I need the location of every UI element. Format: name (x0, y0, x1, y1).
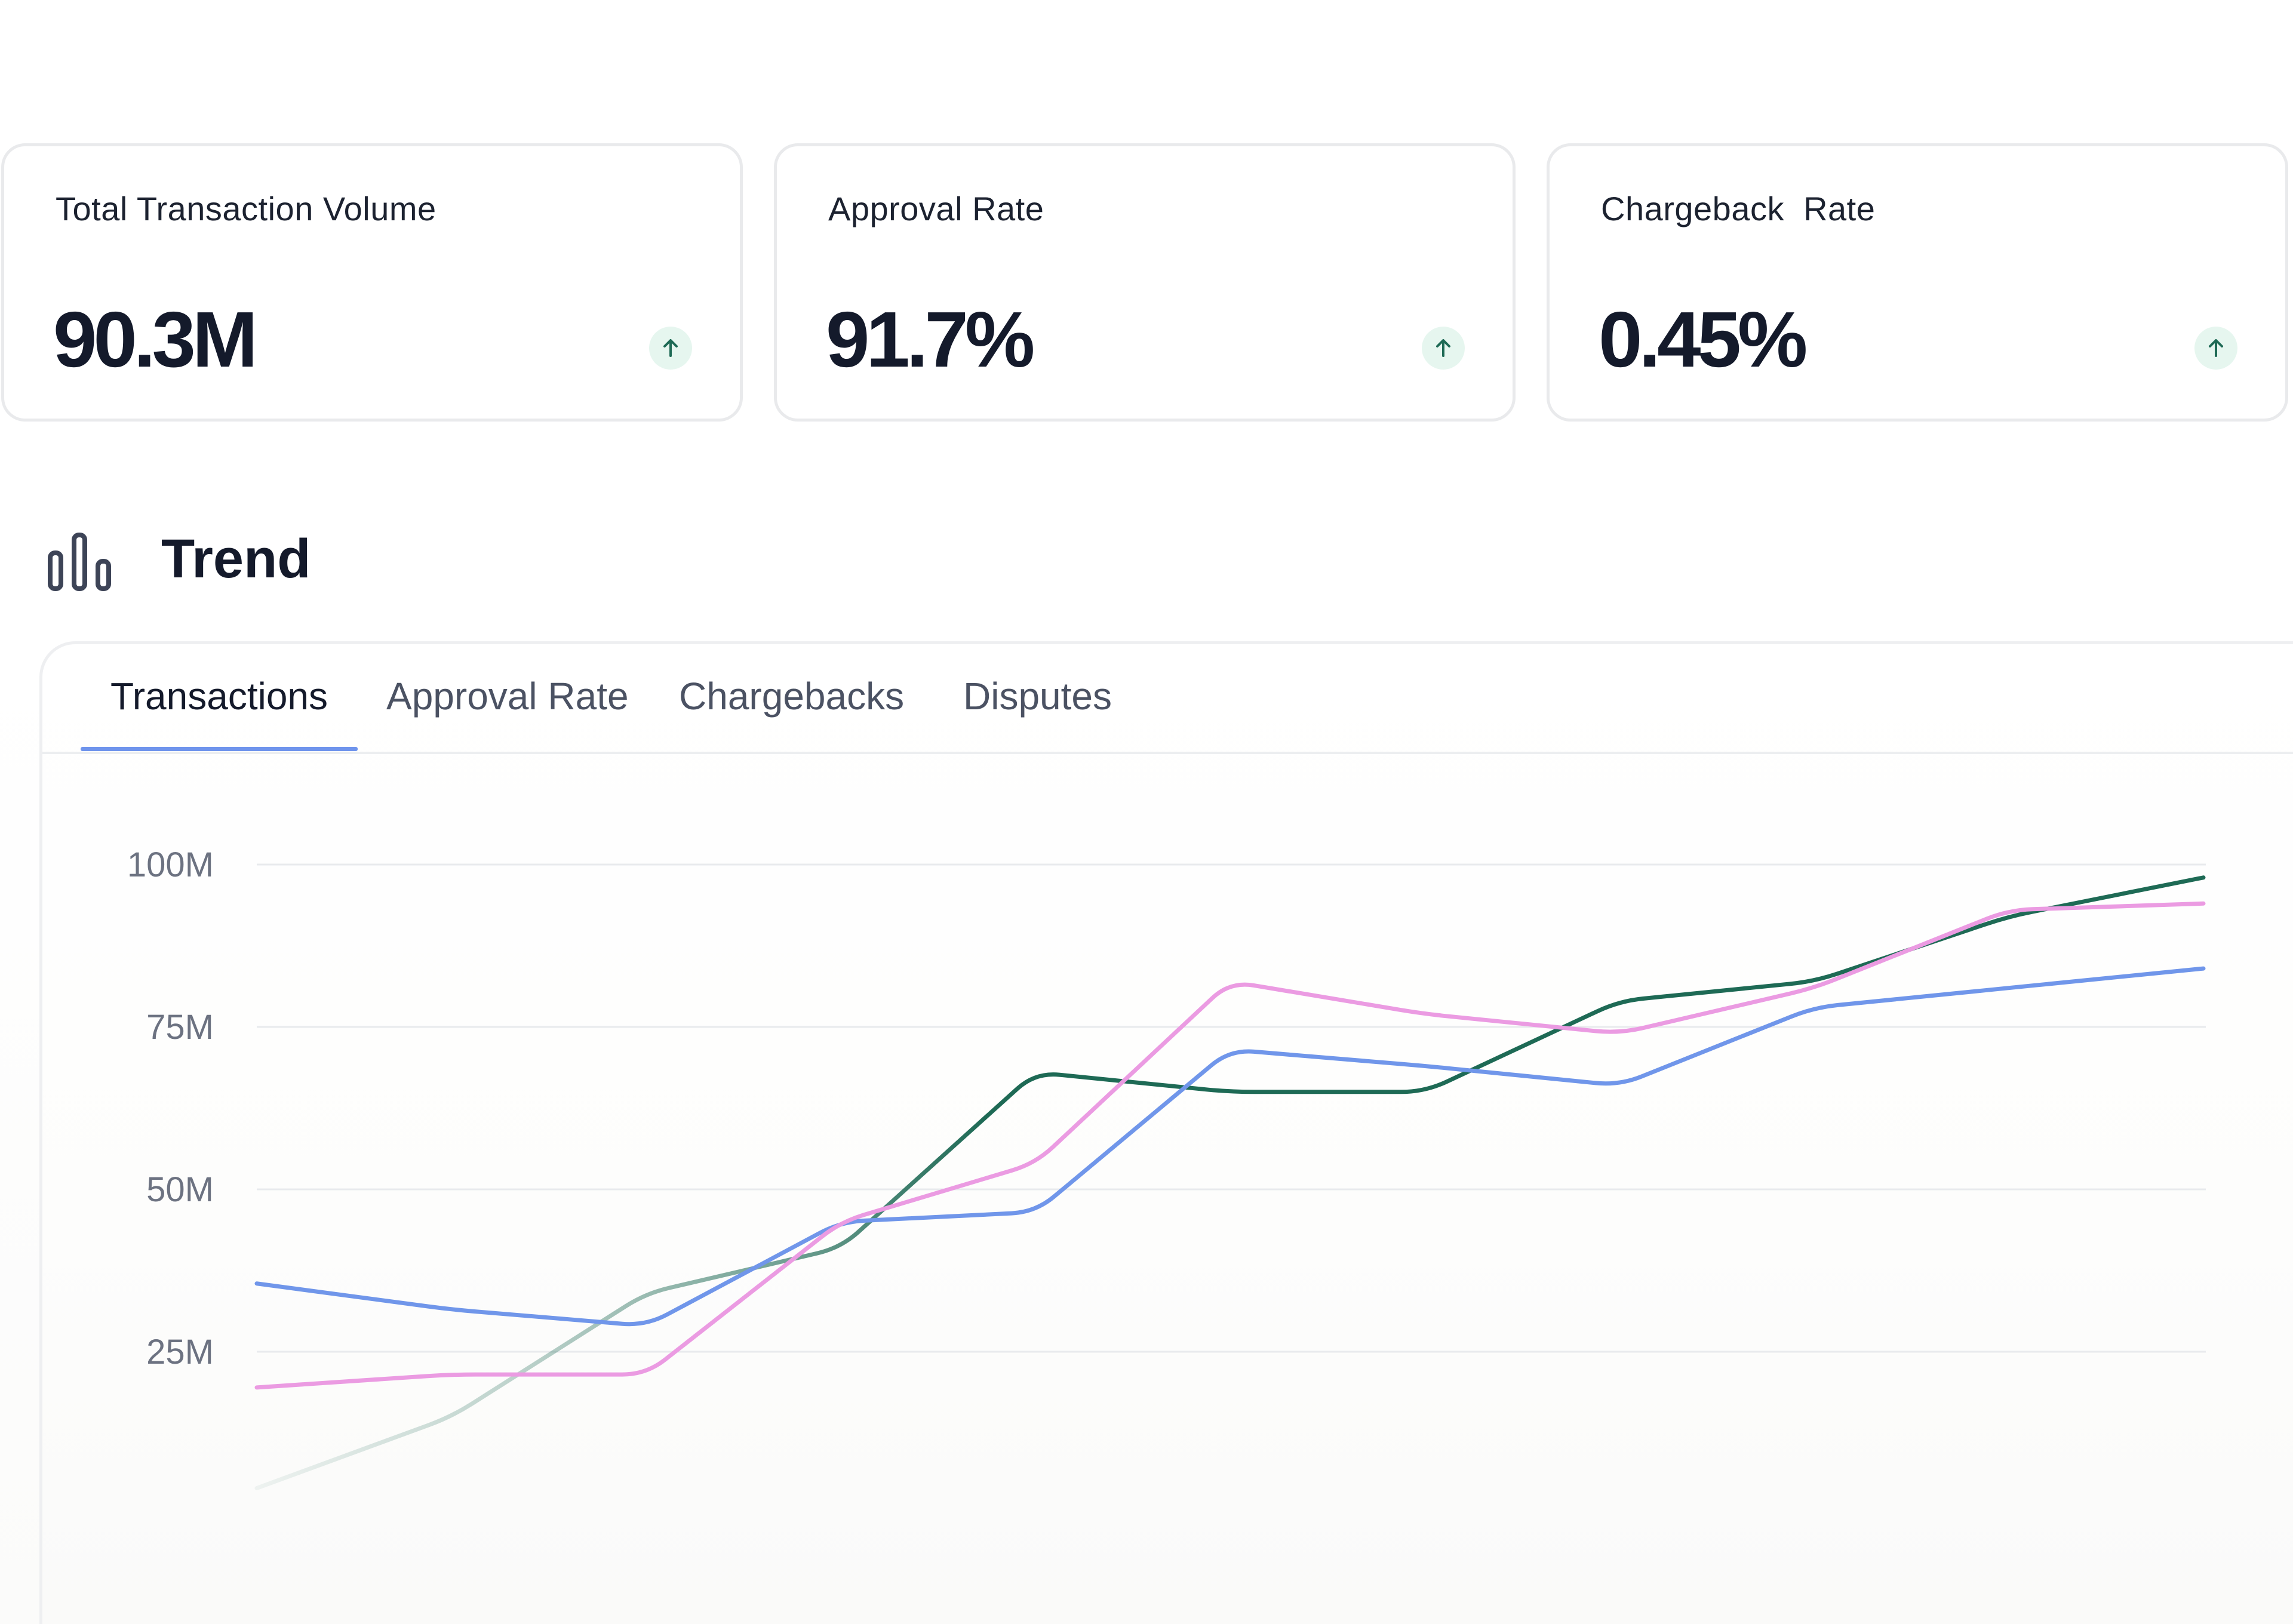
tab-bar: Transactions Approval Rate Chargebacks D… (42, 644, 2293, 754)
y-axis-tick-label: 100M (127, 845, 214, 884)
y-axis-tick-label: 25M (146, 1333, 214, 1371)
kpi-label: Total Transaction Volume (56, 190, 437, 227)
kpi-value: 0.45% (1599, 296, 1808, 383)
arrow-up-icon (2194, 327, 2237, 370)
kpi-card-approval-rate: Approval Rate 91.7% (774, 143, 1516, 422)
active-tab-indicator (81, 747, 358, 751)
tab-transactions[interactable]: Transactions (110, 675, 328, 718)
kpi-card-chargeback-rate: Chargeback Rate 0.45% (1547, 143, 2288, 422)
kpi-card-total-volume: Total Transaction Volume 90.3M (1, 143, 743, 422)
kpi-label: Approval Rate (828, 190, 1044, 227)
kpi-row: Total Transaction Volume 90.3M Approval … (0, 143, 2293, 424)
trend-header: Trend (48, 525, 525, 597)
tab-chargebacks[interactable]: Chargebacks (679, 675, 905, 718)
series-line-1 (254, 875, 2206, 1490)
arrow-up-icon (649, 327, 692, 370)
tab-disputes[interactable]: Disputes (963, 675, 1112, 718)
tab-approval-rate[interactable]: Approval Rate (386, 675, 629, 718)
series-line-3 (254, 901, 2206, 1390)
arrow-up-icon (1422, 327, 1465, 370)
y-axis-tick-label: 50M (146, 1170, 214, 1209)
kpi-value: 90.3M (53, 296, 258, 383)
section-title: Trend (161, 528, 311, 589)
kpi-value: 91.7% (826, 296, 1035, 383)
trend-chart-panel: Transactions Approval Rate Chargebacks D… (39, 641, 2293, 1624)
kpi-label: Chargeback Rate (1601, 190, 1876, 227)
series-line-2 (254, 966, 2206, 1327)
y-axis-tick-label: 75M (146, 1008, 214, 1047)
bar-chart-icon (48, 533, 111, 591)
